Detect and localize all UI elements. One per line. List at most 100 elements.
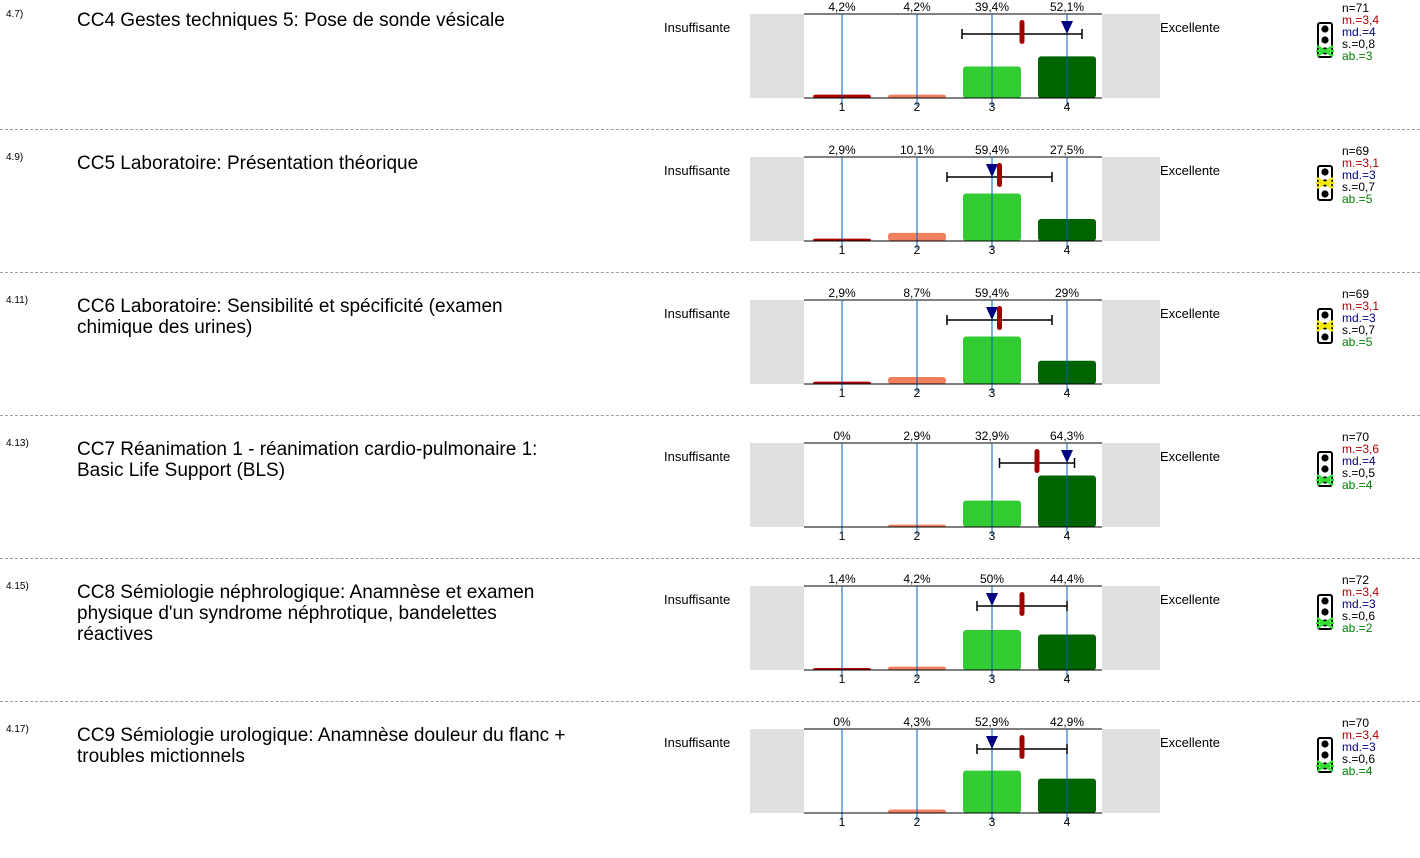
- stat-median: md.=3: [1342, 740, 1376, 754]
- question-row: 4.7) CC4 Gestes techniques 5: Pose de so…: [0, 0, 1420, 143]
- percent-label: 2,9%: [903, 429, 931, 443]
- percent-label: 4,2%: [903, 0, 931, 14]
- question-text: Laboratoire: Présentation théorique: [120, 153, 419, 174]
- mean-marker: [1019, 20, 1025, 44]
- percent-label: 2,9%: [828, 286, 856, 300]
- percent-label: 42,9%: [1050, 715, 1084, 729]
- distribution-chart: 0% 4,3% 52,9% 42,9% 1 2 3 4: [750, 715, 1160, 829]
- stat-sd: s.=0,7: [1342, 180, 1376, 194]
- stats-block: n=69 m.=3,1 md.=3 s.=0,7 ab.=5: [1342, 288, 1379, 348]
- mean-marker: [1019, 592, 1025, 616]
- stat-median: md.=3: [1342, 311, 1376, 325]
- percent-label: 39,4%: [975, 0, 1009, 14]
- question-number: 4.11): [6, 295, 29, 306]
- stat-abstention: ab.=5: [1342, 335, 1373, 349]
- active-light: [1316, 616, 1334, 630]
- percent-label: 8,7%: [903, 286, 931, 300]
- light-lamp: [1321, 168, 1329, 176]
- traffic-light-icon: [1316, 22, 1334, 58]
- side-panel-right: [1102, 157, 1160, 241]
- row-separator: [0, 558, 1420, 559]
- tick-label: 3: [989, 815, 996, 829]
- active-light: [1316, 44, 1334, 58]
- stat-n: n=72: [1342, 573, 1370, 587]
- tick-label: 2: [914, 386, 921, 400]
- tick-label: 1: [839, 815, 846, 829]
- percent-label: 50%: [980, 572, 1004, 586]
- tick-label: 2: [914, 100, 921, 114]
- tick-label: 3: [989, 529, 996, 543]
- stats-block: n=71 m.=3,4 md.=4 s.=0,8 ab.=3: [1342, 2, 1379, 62]
- question-number: 4.17): [6, 724, 29, 735]
- distribution-chart: 4,2% 4,2% 39,4% 52,1% 1 2 3 4: [750, 0, 1160, 114]
- stat-mean: m.=3,4: [1342, 13, 1380, 27]
- traffic-light-icon: [1316, 451, 1334, 487]
- stat-mean: m.=3,4: [1342, 585, 1380, 599]
- tick-label: 4: [1064, 672, 1071, 686]
- percent-label: 59,4%: [975, 286, 1009, 300]
- stat-sd: s.=0,7: [1342, 323, 1376, 337]
- stat-n: n=69: [1342, 144, 1370, 158]
- median-marker: [986, 164, 998, 177]
- light-lamp: [1321, 608, 1329, 616]
- scale-high-label: Excellente: [1160, 306, 1220, 321]
- stat-n: n=70: [1342, 430, 1370, 444]
- tick-label: 1: [839, 386, 846, 400]
- stat-mean: m.=3,4: [1342, 728, 1380, 742]
- scale-low-label: Insuffisante: [664, 306, 731, 321]
- scale-low-label: Insuffisante: [664, 449, 731, 464]
- light-lamp: [1321, 740, 1329, 748]
- question-row: 4.17) CC9 Sémiologie urologique: Anamnès…: [0, 715, 1420, 858]
- tick-label: 2: [914, 529, 921, 543]
- tick-label: 1: [839, 529, 846, 543]
- percent-label: 29%: [1055, 286, 1079, 300]
- percent-label: 32,9%: [975, 429, 1009, 443]
- question-title: CC6 Laboratoire: Sensibilité et spécific…: [77, 296, 567, 338]
- scale-high-label: Excellente: [1160, 735, 1220, 750]
- percent-label: 2,9%: [828, 143, 856, 157]
- percent-label: 27,5%: [1050, 143, 1084, 157]
- scale-low-label: Insuffisante: [664, 592, 731, 607]
- percent-label: 52,1%: [1050, 0, 1084, 14]
- scale-low-label: Insuffisante: [664, 735, 731, 750]
- active-light: [1316, 176, 1334, 190]
- light-lamp: [1321, 465, 1329, 473]
- question-text: Gestes techniques 5: Pose de sonde vésic…: [120, 10, 505, 31]
- percent-label: 1,4%: [828, 572, 856, 586]
- row-separator: [0, 272, 1420, 273]
- distribution-chart: 2,9% 10,1% 59,4% 27,5% 1 2 3 4: [750, 143, 1160, 257]
- distribution-chart: 0% 2,9% 32,9% 64,3% 1 2 3 4: [750, 429, 1160, 543]
- question-number: 4.9): [6, 152, 24, 163]
- stat-median: md.=4: [1342, 25, 1376, 39]
- mean-marker: [1034, 449, 1040, 473]
- question-row: 4.13) CC7 Réanimation 1 - réanimation ca…: [0, 429, 1420, 572]
- stats-block: n=70 m.=3,6 md.=4 s.=0,5 ab.=4: [1342, 431, 1379, 491]
- tick-label: 1: [839, 100, 846, 114]
- tick-label: 4: [1064, 815, 1071, 829]
- tick-label: 1: [839, 672, 846, 686]
- question-title: CC4 Gestes techniques 5: Pose de sonde v…: [77, 10, 567, 31]
- side-panel-left: [750, 14, 804, 98]
- stat-mean: m.=3,6: [1342, 442, 1380, 456]
- mean-marker: [997, 163, 1002, 187]
- stat-n: n=69: [1342, 287, 1370, 301]
- median-marker: [986, 736, 998, 749]
- stat-mean: m.=3,1: [1342, 299, 1380, 313]
- tick-label: 4: [1064, 386, 1071, 400]
- stat-sd: s.=0,8: [1342, 37, 1376, 51]
- stat-median: md.=4: [1342, 454, 1376, 468]
- scale-high-label: Excellente: [1160, 163, 1220, 178]
- distribution-chart: 1,4% 4,2% 50% 44,4% 1 2 3 4: [750, 572, 1160, 686]
- active-light: [1316, 759, 1334, 773]
- scale-low-label: Insuffisante: [664, 20, 731, 35]
- traffic-light-icon: [1316, 737, 1334, 773]
- light-lamp: [1321, 190, 1329, 198]
- question-text: Sémiologie urologique: Anamnèse douleur …: [77, 725, 566, 767]
- side-panel-left: [750, 729, 804, 813]
- side-panel-right: [1102, 729, 1160, 813]
- scale-high-label: Excellente: [1160, 592, 1220, 607]
- percent-label: 59,4%: [975, 143, 1009, 157]
- question-code: CC9: [77, 725, 116, 746]
- side-panel-left: [750, 157, 804, 241]
- question-row: 4.11) CC6 Laboratoire: Sensibilité et sp…: [0, 286, 1420, 429]
